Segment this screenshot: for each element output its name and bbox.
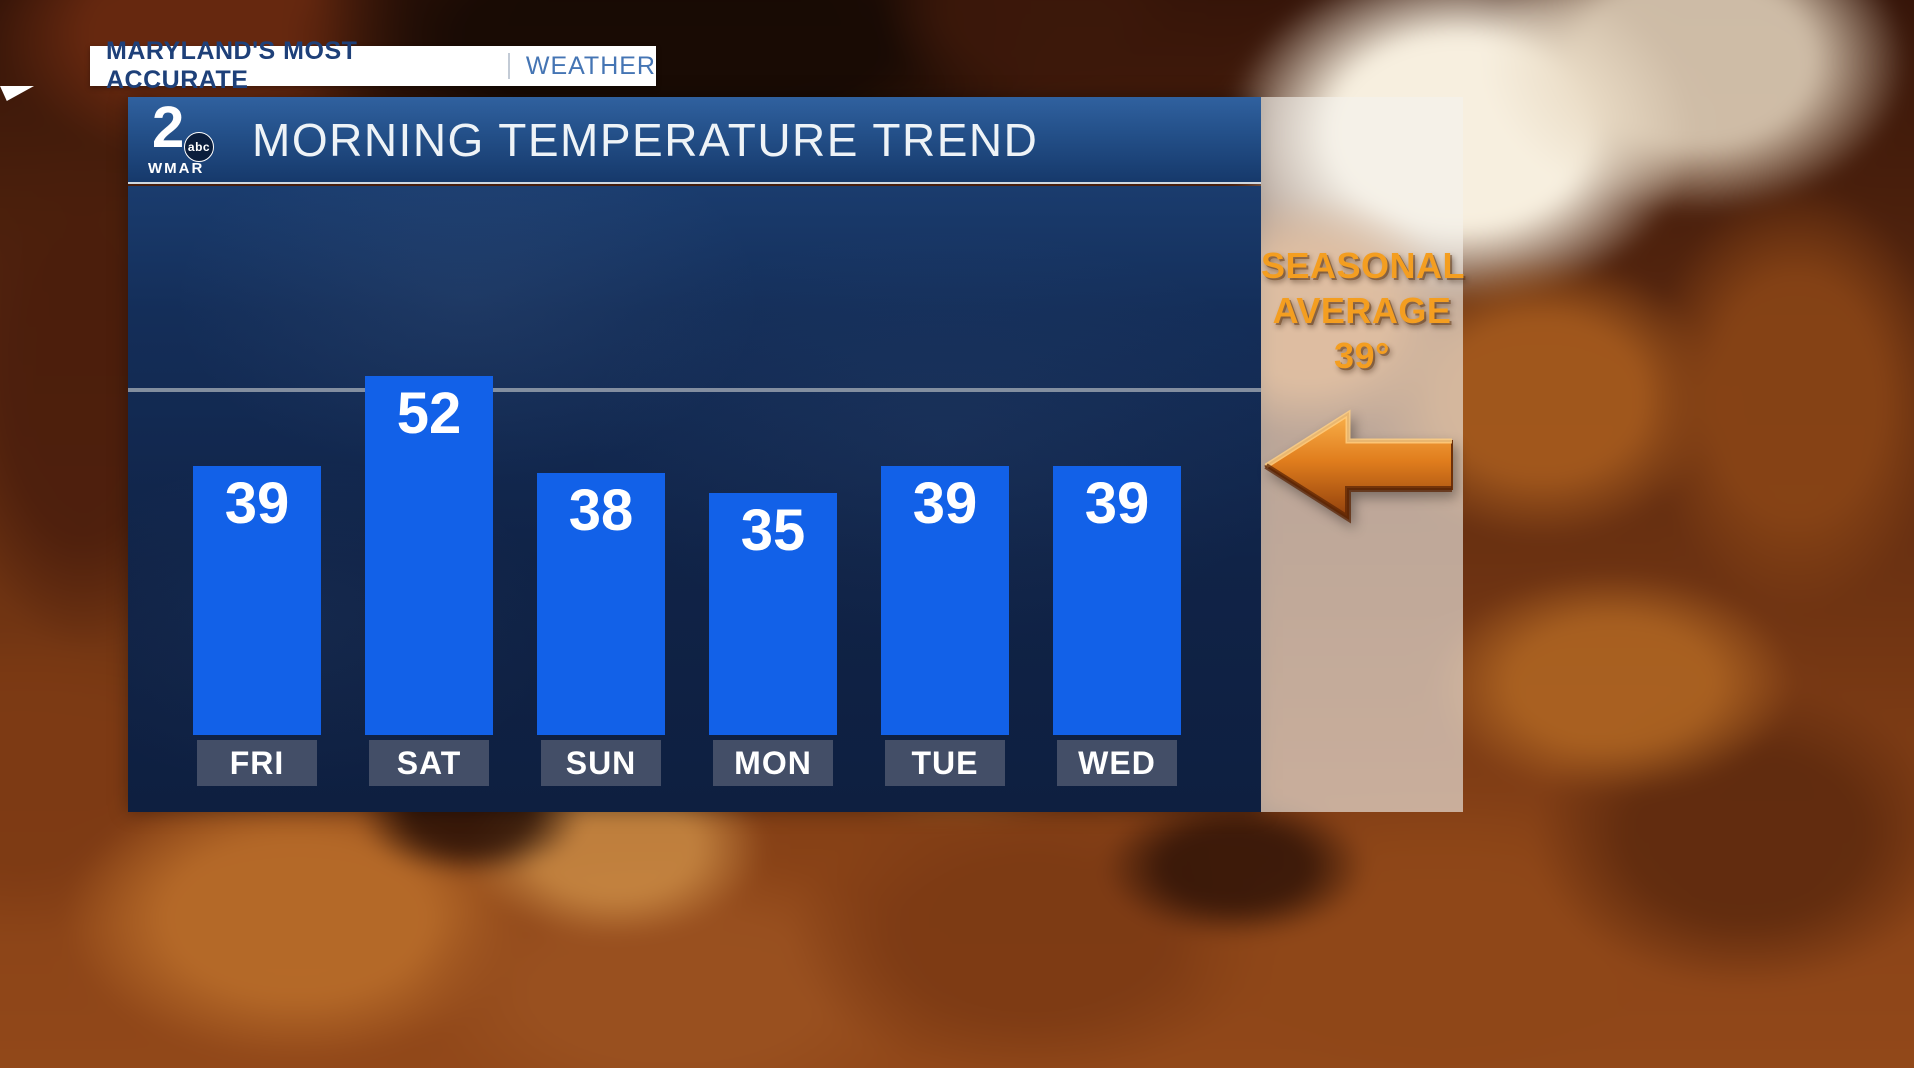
temp-value-tue: 39: [912, 471, 978, 536]
seasonal-average-line: [128, 388, 1261, 392]
day-label-mon: MON: [713, 740, 833, 786]
day-label-fri: FRI: [197, 740, 317, 786]
coffee-bean-blur-shape: [1102, 795, 1369, 938]
temp-value-fri: 39: [224, 471, 290, 536]
day-label-sun: SUN: [541, 740, 661, 786]
temp-bar-wed: 39: [1053, 466, 1181, 735]
coffee-bean-blur-shape: [1429, 570, 1797, 796]
seasonal-value: 39°: [1334, 335, 1390, 376]
day-label-wed: WED: [1057, 740, 1177, 786]
banner-brand-text: MARYLAND'S MOST ACCURATE: [106, 37, 358, 94]
seasonal-average-label: SEASONAL AVERAGE 39°: [1261, 243, 1466, 378]
page-title: MORNING TEMPERATURE TREND: [252, 113, 1039, 166]
temp-bar-fri: 39: [193, 466, 321, 735]
coffee-bean-blur-shape: [1643, 183, 1914, 612]
seasonal-line-2: AVERAGE: [1272, 290, 1452, 331]
temp-value-mon: 35: [740, 498, 806, 563]
seasonal-average-arrow-icon: [1256, 402, 1460, 526]
chart-area: 39 FRI 52 SAT 38 SUN 35 MON 39 TUE 39 WED: [128, 186, 1261, 812]
channel-2-logo: 2: [152, 94, 185, 160]
day-label-sat: SAT: [369, 740, 489, 786]
chart-panel: 2 abc WMAR MORNING TEMPERATURE TREND 39 F…: [128, 95, 1261, 812]
seasonal-line-1: SEASONAL: [1261, 245, 1466, 286]
brand-banner: MARYLAND'S MOST ACCURATE WEATHER: [90, 37, 656, 94]
chart-panel-header: 2 abc WMAR MORNING TEMPERATURE TREND: [128, 95, 1261, 184]
temp-value-sat: 52: [396, 381, 462, 446]
abc-network-icon: abc: [184, 131, 214, 162]
abc-network-label: abc: [187, 139, 211, 154]
banner-section-text: WEATHER: [525, 51, 656, 80]
temp-bar-mon: 35: [709, 493, 837, 735]
temp-value-sun: 38: [568, 478, 634, 543]
station-callsign: WMAR: [148, 159, 205, 177]
temp-bar-sat: 52: [365, 376, 493, 735]
temp-bar-sun: 38: [537, 473, 665, 735]
banner-divider: [507, 53, 510, 79]
temp-bar-tue: 39: [881, 466, 1009, 735]
wmar-station-logo: 2 abc WMAR: [146, 95, 224, 180]
temp-value-wed: 39: [1084, 471, 1150, 536]
day-label-tue: TUE: [885, 740, 1005, 786]
